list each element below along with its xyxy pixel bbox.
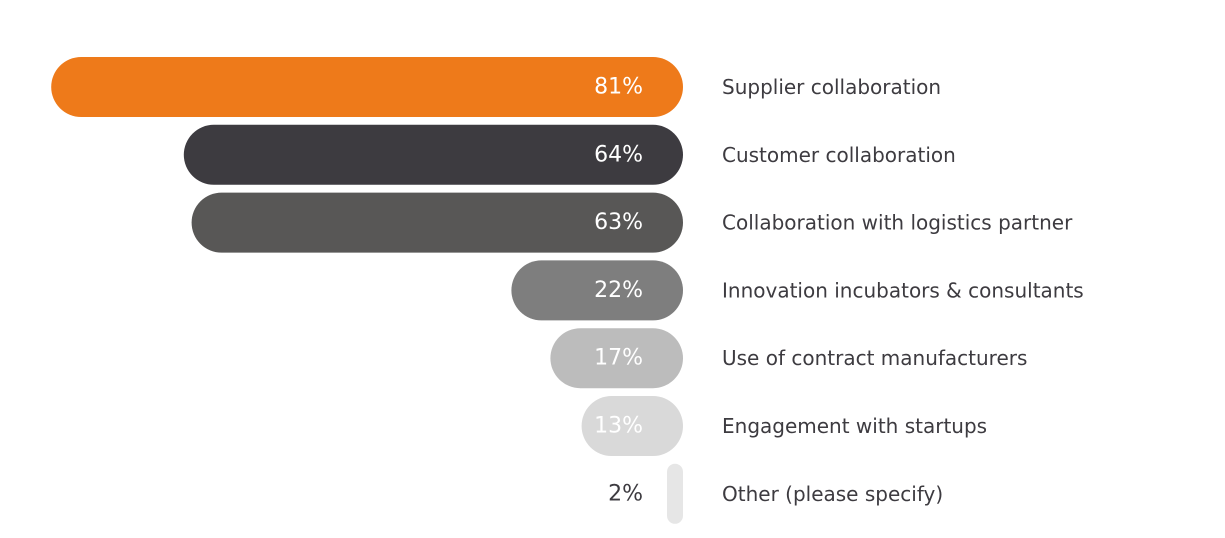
bars-group: 81% Supplier collaboration 64% Customer col… <box>51 57 1084 524</box>
bar-value-label: 2% <box>608 481 643 506</box>
category-label: Supplier collaboration <box>722 75 941 99</box>
bar-value-label: 64% <box>594 142 643 167</box>
category-label: Other (please specify) <box>722 482 943 506</box>
bar-value-label: 22% <box>594 278 643 303</box>
category-label: Innovation incubators & consultants <box>722 278 1084 302</box>
bar-value-label: 17% <box>594 346 643 371</box>
category-label: Customer collaboration <box>722 143 956 167</box>
category-label: Use of contract manufacturers <box>722 346 1027 370</box>
category-label: Engagement with startups <box>722 414 987 438</box>
bar <box>51 57 683 117</box>
category-label: Collaboration with logistics partner <box>722 211 1073 235</box>
bar-value-label: 81% <box>594 75 643 100</box>
bar <box>667 463 683 524</box>
bar-value-label: 63% <box>594 210 643 235</box>
bar <box>581 396 683 456</box>
bar <box>183 124 684 185</box>
bar <box>191 192 683 253</box>
bar-value-label: 13% <box>594 414 643 439</box>
bar <box>511 260 683 321</box>
bar <box>550 328 683 389</box>
